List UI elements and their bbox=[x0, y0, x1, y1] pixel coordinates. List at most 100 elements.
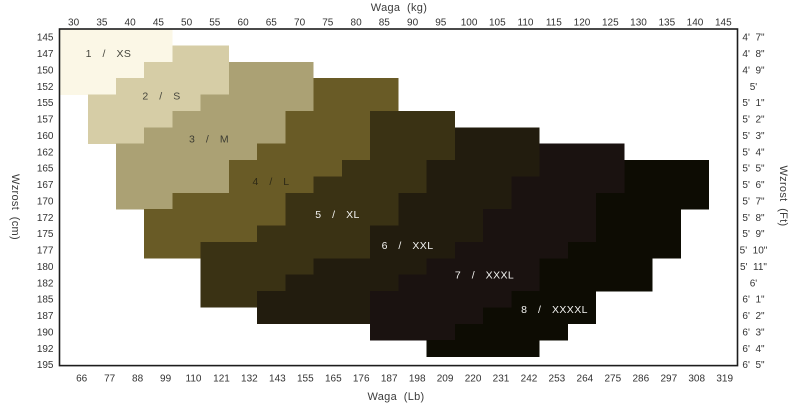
region-xxxxl-row-170 bbox=[596, 192, 710, 210]
tick-cm-187: 187 bbox=[37, 311, 54, 322]
region-l-row-165 bbox=[228, 160, 342, 177]
tick-ft-9: 5' 5" bbox=[742, 164, 765, 175]
region-xxxxl-row-177 bbox=[567, 241, 681, 259]
tick-ft-11: 5' 7" bbox=[742, 196, 765, 207]
region-xxl-row-160 bbox=[454, 127, 540, 144]
tick-ft-2: 4' 8" bbox=[742, 49, 765, 60]
tick-ft-3: 4' 9" bbox=[742, 65, 765, 76]
region-xxxl-row-187 bbox=[370, 307, 484, 325]
region-l-row-152 bbox=[313, 78, 399, 95]
tick-kg-145: 145 bbox=[715, 18, 732, 29]
region-l-row-160 bbox=[285, 127, 371, 144]
tick-lb-297: 297 bbox=[660, 374, 677, 385]
tick-kg-95: 95 bbox=[435, 18, 447, 29]
region-xxl-row-162 bbox=[454, 143, 540, 161]
tick-ft-17: 6' 1" bbox=[742, 295, 765, 306]
size-label-xxxl: 7 / XXXL bbox=[455, 270, 514, 282]
tick-kg-80: 80 bbox=[351, 18, 363, 29]
region-xl-row-185 bbox=[200, 291, 258, 308]
region-xxl-row-165 bbox=[426, 160, 540, 177]
x-axis-top-title: Waga (kg) bbox=[370, 1, 428, 14]
size-label-xxxxl: 8 / XXXXL bbox=[521, 304, 588, 316]
region-m-row-157 bbox=[172, 110, 286, 128]
tick-lb-286: 286 bbox=[632, 374, 649, 385]
tick-ft-20: 6' 4" bbox=[742, 344, 765, 355]
region-xxl-row-177 bbox=[370, 241, 455, 259]
region-xxxxl-row-187 bbox=[483, 307, 597, 325]
tick-kg-60: 60 bbox=[238, 18, 250, 29]
tick-lb-242: 242 bbox=[521, 374, 538, 385]
region-m-row-170 bbox=[115, 192, 173, 210]
region-xl-row-160 bbox=[370, 127, 455, 144]
tick-kg-45: 45 bbox=[153, 18, 165, 29]
region-l-row-155 bbox=[313, 94, 399, 112]
y-axis-right-title: Wzrost (Ft) bbox=[777, 165, 789, 227]
region-xxl-row-172 bbox=[398, 209, 484, 226]
region-xs-row-152 bbox=[59, 78, 116, 95]
tick-lb-308: 308 bbox=[688, 374, 705, 385]
tick-kg-50: 50 bbox=[181, 18, 193, 29]
region-s-row-160 bbox=[87, 127, 145, 144]
region-l-row-172 bbox=[144, 209, 286, 226]
tick-kg-130: 130 bbox=[630, 18, 647, 29]
tick-cm-167: 167 bbox=[37, 180, 54, 191]
tick-cm-185: 185 bbox=[37, 295, 54, 306]
tick-ft-1: 4' 7" bbox=[742, 33, 765, 44]
region-m-row-167 bbox=[115, 176, 229, 194]
region-xxl-row-175 bbox=[370, 225, 484, 243]
region-xxxxl-row-185 bbox=[511, 291, 597, 308]
tick-cm-177: 177 bbox=[37, 246, 54, 257]
tick-ft-4: 5' bbox=[750, 82, 758, 93]
tick-ft-6: 5' 2" bbox=[742, 115, 765, 126]
tick-lb-231: 231 bbox=[493, 374, 510, 385]
region-xxl-row-180 bbox=[313, 258, 427, 275]
tick-cm-182: 182 bbox=[37, 278, 54, 289]
tick-cm-155: 155 bbox=[37, 98, 54, 109]
region-xs-row-145 bbox=[59, 29, 173, 46]
region-xl-row-157 bbox=[370, 110, 455, 128]
tick-kg-85: 85 bbox=[379, 18, 391, 29]
tick-cm-195: 195 bbox=[37, 360, 54, 371]
region-xxxxl-row-175 bbox=[596, 225, 681, 243]
tick-ft-10: 5' 6" bbox=[742, 180, 765, 191]
tick-cm-152: 152 bbox=[37, 82, 54, 93]
tick-ft-19: 6' 3" bbox=[742, 327, 765, 338]
region-xl-row-162 bbox=[370, 143, 455, 161]
region-xxxxl-row-172 bbox=[596, 209, 681, 226]
tick-lb-198: 198 bbox=[409, 374, 426, 385]
tick-kg-125: 125 bbox=[602, 18, 619, 29]
tick-cm-175: 175 bbox=[37, 229, 54, 240]
region-xxxxl-row-190 bbox=[454, 323, 568, 341]
region-xxxxl-row-192 bbox=[426, 340, 540, 357]
tick-kg-35: 35 bbox=[96, 18, 108, 29]
region-xl-row-180 bbox=[200, 258, 314, 275]
tick-kg-105: 105 bbox=[489, 18, 506, 29]
size-label-l: 4 / L bbox=[252, 176, 289, 188]
region-xxxxl-row-165 bbox=[624, 160, 710, 177]
region-xxl-row-167 bbox=[426, 176, 512, 194]
region-xxl-row-187 bbox=[257, 307, 371, 325]
region-l-row-170 bbox=[172, 192, 286, 210]
tick-lb-187: 187 bbox=[381, 374, 398, 385]
region-xl-row-175 bbox=[257, 225, 371, 243]
tick-lb-77: 77 bbox=[104, 374, 116, 385]
region-xxxl-row-162 bbox=[539, 143, 625, 161]
region-s-row-155 bbox=[87, 94, 201, 112]
tick-ft-7: 5' 3" bbox=[742, 131, 765, 142]
region-m-row-165 bbox=[115, 160, 229, 177]
region-xl-row-170 bbox=[285, 192, 399, 210]
region-m-row-150 bbox=[228, 61, 314, 79]
tick-lb-99: 99 bbox=[160, 374, 172, 385]
region-xxxl-row-190 bbox=[370, 323, 455, 341]
region-xxxl-row-185 bbox=[370, 291, 512, 308]
tick-kg-120: 120 bbox=[574, 18, 591, 29]
region-xxxl-row-172 bbox=[483, 209, 597, 226]
tick-ft-13: 5' 9" bbox=[742, 229, 765, 240]
tick-ft-18: 6' 2" bbox=[742, 311, 765, 322]
tick-ft-12: 5' 8" bbox=[742, 213, 765, 224]
region-xxxl-row-167 bbox=[511, 176, 625, 194]
region-xxl-row-185 bbox=[257, 291, 371, 308]
size-label-xxl: 6 / XXL bbox=[382, 240, 434, 252]
region-s-row-157 bbox=[87, 110, 173, 128]
